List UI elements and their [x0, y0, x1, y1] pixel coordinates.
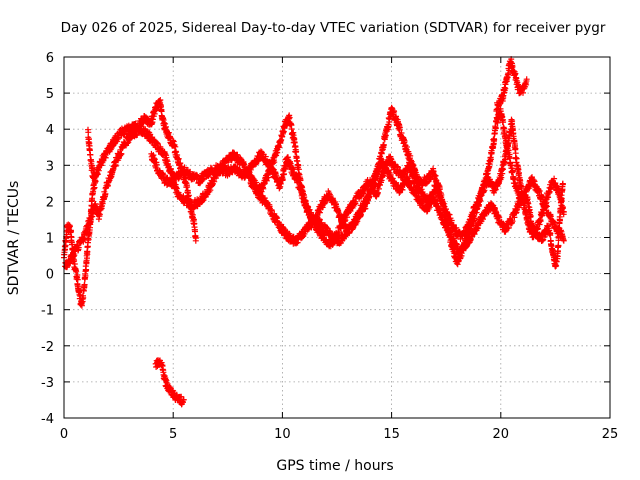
x-tick-label: 20 — [493, 427, 510, 442]
data-point — [102, 154, 109, 161]
data-point — [149, 116, 156, 123]
y-axis-label: SDTVAR / TECUs — [6, 181, 22, 296]
y-tick-label: 3 — [46, 159, 54, 174]
data-point — [102, 190, 109, 197]
y-tick-label: -1 — [41, 304, 54, 319]
chart-title: Day 026 of 2025, Sidereal Day-to-day VTE… — [61, 20, 606, 36]
data-point — [184, 184, 191, 190]
x-tick-label: 25 — [602, 427, 619, 442]
data-point — [263, 177, 270, 184]
data-point — [286, 114, 293, 121]
x-tick-labels: 0 5 10 15 20 25 — [60, 427, 618, 442]
data-point — [175, 155, 182, 162]
data-points — [61, 56, 567, 408]
x-tick-label: 0 — [60, 427, 68, 442]
y-tick-labels: -4 -3 -2 -1 0 1 2 3 4 5 6 — [41, 51, 54, 427]
data-point — [154, 140, 161, 147]
data-point — [75, 244, 82, 251]
y-tick-label: -3 — [41, 376, 54, 391]
x-tick-label: 10 — [274, 427, 291, 442]
data-point — [112, 163, 119, 169]
y-tick-label: 5 — [46, 87, 54, 102]
data-point — [165, 129, 172, 136]
y-tick-label: 2 — [46, 195, 54, 210]
y-tick-label: 1 — [46, 232, 54, 247]
x-tick-label: 15 — [383, 427, 400, 442]
data-point — [66, 223, 73, 230]
data-point — [74, 276, 81, 283]
series-late-spike — [493, 56, 530, 114]
data-point — [118, 150, 125, 157]
data-point — [124, 140, 131, 147]
data-point — [161, 119, 168, 126]
series-main-trace-a — [61, 97, 199, 309]
x-axis-label: GPS time / hours — [276, 458, 393, 474]
y-tick-label: 6 — [46, 51, 54, 66]
data-point — [81, 281, 88, 288]
data-point — [279, 133, 286, 140]
data-point — [513, 155, 520, 162]
y-tick-label: 4 — [46, 123, 54, 138]
y-tick-label: -4 — [41, 412, 54, 427]
data-point — [192, 235, 199, 242]
x-tick-label: 5 — [169, 427, 177, 442]
data-point — [80, 294, 87, 301]
data-point — [162, 151, 169, 158]
data-point — [491, 136, 498, 143]
data-point — [134, 132, 141, 138]
data-point — [295, 166, 302, 173]
y-tick-label: -2 — [41, 340, 54, 355]
y-tick-label: 0 — [46, 268, 54, 283]
data-point — [83, 266, 90, 273]
